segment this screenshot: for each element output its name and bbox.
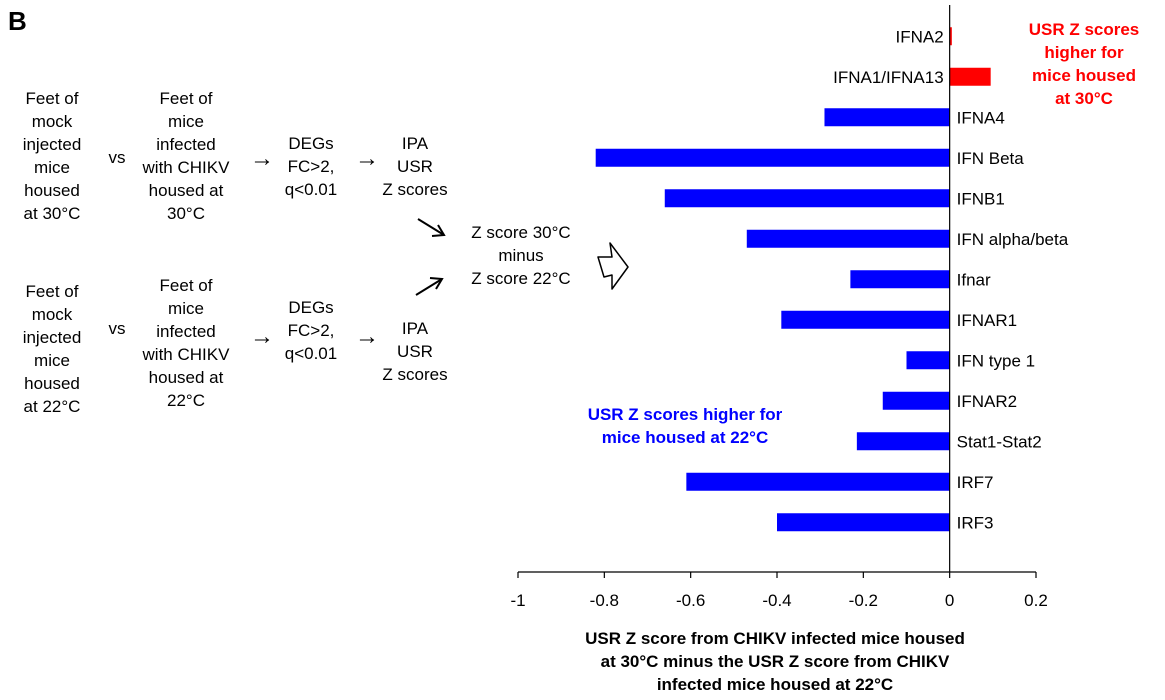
- x-tick-label: -0.4: [762, 591, 791, 610]
- bar: [686, 472, 950, 491]
- category-label: IFN Beta: [957, 149, 1025, 168]
- category-label: IFNA2: [895, 27, 943, 46]
- category-label: Ifnar: [957, 270, 991, 289]
- category-label: IFNAR2: [957, 392, 1017, 411]
- ipa-30c-text: IPA USR Z scores: [382, 134, 448, 199]
- bar: [664, 189, 950, 208]
- arrow-up-right-icon: [415, 277, 444, 296]
- hollow-arrow-icon: [597, 242, 629, 290]
- category-label: IFNA4: [957, 108, 1005, 127]
- x-tick-label: -0.2: [849, 591, 878, 610]
- bar: [856, 432, 950, 451]
- category-label: IFN alpha/beta: [957, 230, 1069, 249]
- x-tick-label: -0.8: [590, 591, 619, 610]
- category-label: IFNA1/IFNA13: [833, 68, 944, 87]
- blue-annotation: USR Z scores higher for mice housed at 2…: [587, 405, 783, 447]
- infected-22c-text: Feet of mice infected with CHIKV housed …: [142, 276, 230, 410]
- arrow-4-icon: →: [355, 323, 379, 350]
- panel-label: B: [8, 6, 27, 36]
- mock-22c-text: Feet of mock injected mice housed at 22°…: [22, 282, 82, 416]
- x-tick-label: -1: [510, 591, 525, 610]
- bar: [906, 351, 950, 370]
- bar: [850, 270, 950, 289]
- category-label: IFNAR1: [957, 311, 1017, 330]
- x-axis-label: USR Z score from CHIKV infected mice hou…: [585, 629, 965, 694]
- infected-30c-text: Feet of mice infected with CHIKV housed …: [142, 89, 230, 223]
- bar: [949, 67, 991, 86]
- z-score-difference-text: Z score 30°C minus Z score 22°C: [471, 223, 571, 288]
- degs-22c-text: DEGs FC>2, q<0.01: [284, 298, 338, 363]
- arrow-1-icon: →: [250, 145, 274, 172]
- category-label: Stat1-Stat2: [957, 432, 1042, 451]
- arrow-2-icon: →: [355, 145, 379, 172]
- x-tick-label: -0.6: [676, 591, 705, 610]
- vs-30c-text: vs: [108, 148, 126, 167]
- bar: [777, 513, 950, 532]
- category-label: IFN type 1: [957, 351, 1035, 370]
- arrow-down-right-icon: [417, 218, 446, 237]
- degs-30c-text: DEGs FC>2, q<0.01: [284, 134, 338, 199]
- bar: [595, 148, 950, 167]
- category-label: IRF7: [957, 473, 994, 492]
- bar: [824, 108, 950, 127]
- bar: [949, 27, 952, 46]
- bar: [781, 310, 950, 329]
- red-annotation: USR Z scores higher for mice housed at 3…: [1028, 20, 1140, 108]
- category-label: IFNB1: [957, 189, 1005, 208]
- ipa-22c-text: IPA USR Z scores: [382, 319, 448, 384]
- flow-connectors: [415, 218, 629, 296]
- vs-22c-text: vs: [108, 319, 126, 338]
- bar: [746, 229, 950, 248]
- x-tick-label: 0: [945, 591, 954, 610]
- x-tick-label: 0.2: [1024, 591, 1048, 610]
- category-label: IRF3: [957, 513, 994, 532]
- bar: [882, 391, 950, 410]
- mock-30c-text: Feet of mock injected mice housed at 30°…: [22, 89, 82, 223]
- arrow-3-icon: →: [250, 323, 274, 350]
